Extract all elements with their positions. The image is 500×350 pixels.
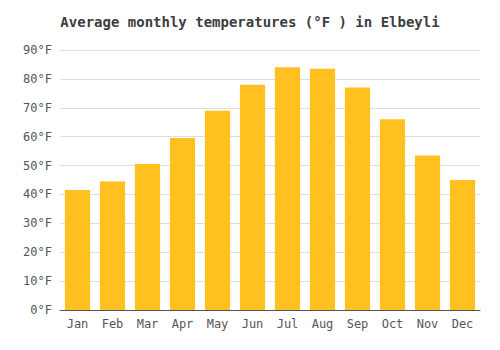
svg-text:Oct: Oct <box>382 317 404 331</box>
svg-text:Jun: Jun <box>242 317 264 331</box>
svg-text:70°F: 70°F <box>23 101 52 115</box>
svg-text:Jul: Jul <box>277 317 299 331</box>
svg-text:Jan: Jan <box>67 317 89 331</box>
svg-text:Nov: Nov <box>417 317 439 331</box>
svg-text:Feb: Feb <box>102 317 124 331</box>
svg-text:20°F: 20°F <box>23 245 52 259</box>
svg-text:30°F: 30°F <box>23 216 52 230</box>
svg-text:Sep: Sep <box>347 317 369 331</box>
svg-text:90°F: 90°F <box>23 43 52 57</box>
svg-text:May: May <box>207 317 229 331</box>
svg-text:0°F: 0°F <box>30 303 52 317</box>
svg-text:60°F: 60°F <box>23 130 52 144</box>
svg-text:50°F: 50°F <box>23 159 52 173</box>
svg-text:10°F: 10°F <box>23 274 52 288</box>
svg-text:Dec: Dec <box>452 317 474 331</box>
svg-text:Aug: Aug <box>312 317 334 331</box>
svg-text:Mar: Mar <box>137 317 159 331</box>
svg-text:Average monthly temperatures (: Average monthly temperatures (°F ) in El… <box>60 14 439 30</box>
svg-text:Apr: Apr <box>172 317 194 331</box>
svg-text:40°F: 40°F <box>23 187 52 201</box>
svg-text:80°F: 80°F <box>23 72 52 86</box>
